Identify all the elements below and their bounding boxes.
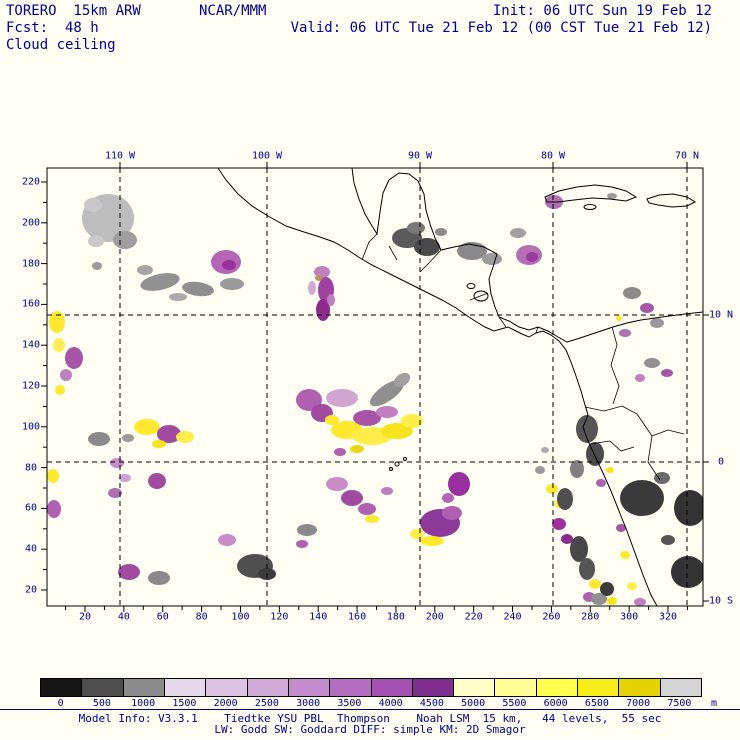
bottom-axis-label: 80 <box>195 611 208 623</box>
colorbar-value-label: 7500 <box>667 698 692 709</box>
bottom-axis-label: 320 <box>658 611 678 623</box>
colorbar-cell <box>330 679 372 696</box>
bottom-axis-label: 300 <box>620 611 639 623</box>
org-name: NCAR/MMM <box>199 3 267 19</box>
left-axis-label: 100 <box>21 421 41 433</box>
colorbar-cell <box>206 679 248 696</box>
colorbar-value-label: 1000 <box>131 698 156 709</box>
right-axis-label: 10 N <box>708 309 734 321</box>
bottom-axis-label: 160 <box>348 611 367 623</box>
colorbar-cell <box>412 679 455 696</box>
init-time: Init: 06 UTC Sun 19 Feb 12 <box>492 3 712 19</box>
top-axis-label: 110 W <box>104 150 136 162</box>
model-name: TORERO 15km ARW <box>6 3 141 19</box>
colorbar-value-label: 5500 <box>502 698 527 709</box>
hispaniola-coastline <box>646 193 697 208</box>
colorbar-value-label: 1500 <box>172 698 197 709</box>
colorbar-cell <box>495 679 537 696</box>
left-axis-label: 80 <box>24 462 38 474</box>
colorbar-cell <box>82 679 124 696</box>
colorbar-cell <box>164 679 207 696</box>
colorbar-value-label: 500 <box>92 698 111 709</box>
bottom-axis-label: 220 <box>464 611 483 623</box>
colorbar-value-label: 6500 <box>584 698 609 709</box>
top-axis-label: 80 W <box>540 150 566 162</box>
colorbar-cell <box>454 679 496 696</box>
country-borders-layer <box>361 233 685 481</box>
lake-nicaragua <box>473 290 489 302</box>
valid-time: Valid: 06 UTC Tue 21 Feb 12 (00 CST Tue … <box>290 20 712 36</box>
bottom-axis-label: 260 <box>542 611 561 623</box>
top-axis-label: 90 W <box>407 150 433 162</box>
left-axis-label: 60 <box>24 502 38 514</box>
bottom-axis-label: 60 <box>156 611 169 623</box>
colorbar-value-label: 2500 <box>254 698 279 709</box>
left-axis-label: 40 <box>24 543 38 555</box>
caribbean-coastline <box>351 168 703 343</box>
galapagos-island <box>389 467 393 471</box>
colorbar-cell <box>41 679 83 696</box>
colorbar-unit-label: m <box>710 698 718 709</box>
plot-frame <box>46 167 704 607</box>
top-axis-label: 70 N <box>674 150 700 162</box>
top-axis-label: 100 W <box>251 150 283 162</box>
galapagos-island <box>394 461 400 467</box>
colorbar-cell <box>578 679 620 696</box>
colorbar-value-label: 6000 <box>543 698 568 709</box>
bottom-axis-label: 120 <box>270 611 289 623</box>
bottom-axis-label: 180 <box>386 611 405 623</box>
left-axis-label: 220 <box>21 176 41 188</box>
bottom-axis-label: 20 <box>78 611 92 623</box>
colorbar-cell <box>123 679 165 696</box>
cloud-ceiling-field-layer <box>47 193 703 606</box>
field-title: Cloud ceiling <box>6 37 116 53</box>
coastlines-layer <box>217 168 703 606</box>
footer: Model Info: V3.3.1 Tiedtke YSU PBL Thomp… <box>0 709 740 735</box>
colorbar-cell <box>371 679 413 696</box>
colorbar-value-label: 4500 <box>419 698 444 709</box>
colorbar-cell <box>288 679 331 696</box>
left-axis-label: 200 <box>21 217 41 229</box>
physics-info-line: LW: Godd SW: Goddard DIFF: simple KM: 2D… <box>214 723 526 736</box>
colorbar-value-label: 3000 <box>296 698 321 709</box>
bottom-axis-label: 40 <box>117 611 130 623</box>
colorbar-value-label: 5000 <box>461 698 486 709</box>
left-axis-label: 20 <box>24 584 38 596</box>
colorbar-value-label: 4000 <box>378 698 403 709</box>
colorbar-value-label: 2000 <box>213 698 238 709</box>
forecast-hour: Fcst: 48 h <box>6 20 99 36</box>
colorbar-cell <box>247 679 289 696</box>
axis-ticks-layer <box>41 162 709 612</box>
left-axis-label: 180 <box>21 258 41 270</box>
cuba-coastline <box>544 184 638 203</box>
pacific-coastline <box>217 168 658 606</box>
colorbar-cell <box>619 679 661 696</box>
colorbar-value-label: 3500 <box>337 698 362 709</box>
colorbar-cell <box>536 679 579 696</box>
left-axis-label: 140 <box>21 339 41 351</box>
colorbar <box>40 678 702 697</box>
right-axis-label: 0 <box>717 456 725 468</box>
latlon-gridlines-layer <box>47 168 703 606</box>
bottom-axis-label: 140 <box>309 611 328 623</box>
bottom-axis-label: 240 <box>503 611 522 623</box>
jamaica-coastline <box>583 204 597 210</box>
right-axis-label: 10 S <box>708 595 734 607</box>
colorbar-cell <box>660 679 701 696</box>
colorbar-value-label: 0 <box>57 698 64 709</box>
bottom-axis-label: 200 <box>425 611 444 623</box>
lake-managua <box>466 283 476 289</box>
colorbar-value-label: 7000 <box>626 698 651 709</box>
left-axis-label: 160 <box>21 298 41 310</box>
galapagos-island <box>403 457 407 461</box>
bottom-axis-label: 280 <box>581 611 600 623</box>
left-axis-label: 120 <box>21 380 41 392</box>
model-info-line: Model Info: V3.3.1 Tiedtke YSU PBL Thomp… <box>78 712 662 725</box>
bottom-axis-label: 100 <box>231 611 250 623</box>
